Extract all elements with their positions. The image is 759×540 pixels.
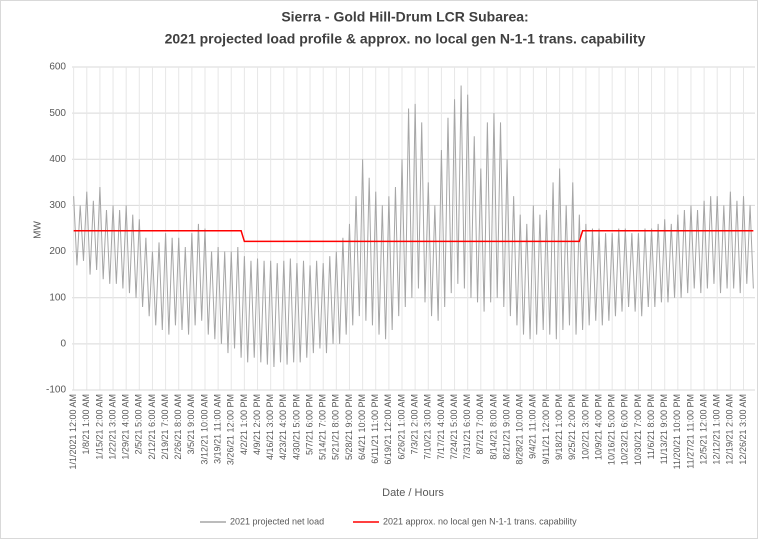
series-line — [73, 230, 754, 243]
x-tick-label: 1/29/21 4:00 AM — [121, 394, 131, 460]
legend-label: 2021 projected net load — [230, 516, 324, 526]
y-tick-label: 500 — [49, 108, 66, 119]
x-tick-label: 2/26/21 8:00 AM — [173, 394, 183, 460]
x-tick-label: 3/12/21 10:00 AM — [199, 394, 209, 465]
y-tick-label: 300 — [49, 200, 66, 211]
x-tick-label: 4/30/21 5:00 PM — [291, 394, 301, 460]
y-axis-label: MW — [33, 221, 44, 239]
x-axis-label: Date / Hours — [382, 487, 444, 499]
x-tick-label: 9/4/21 11:00 AM — [528, 394, 538, 459]
x-tick-label: 12/5/21 12:00 AM — [698, 394, 708, 465]
x-tick-label: 6/11/21 11:00 PM — [370, 394, 380, 464]
x-tick-label: 12/12/21 1:00 AM — [712, 394, 722, 465]
x-tick-label: 2/5/21 5:00 AM — [134, 394, 144, 455]
x-tick-label: 6/4/21 10:00 PM — [357, 394, 367, 460]
chart-title: Sierra - Gold Hill-Drum LCR Subarea: — [281, 9, 528, 25]
x-tick-label: 1/1/2021 12:00 AM — [68, 394, 78, 470]
x-tick-label: 10/16/21 5:00 PM — [607, 394, 617, 465]
x-tick-label: 8/28/21 10:00 AM — [515, 394, 525, 465]
x-tick-label: 8/14/21 8:00 AM — [488, 394, 498, 460]
x-tick-label: 2/19/21 7:00 AM — [160, 394, 170, 460]
x-tick-label: 2/12/21 6:00 AM — [147, 394, 157, 460]
x-tick-label: 5/21/21 8:00 PM — [331, 394, 341, 460]
x-tick-label: 5/7/21 6:00 PM — [304, 394, 314, 455]
x-tick-label: 9/25/21 2:00 PM — [567, 394, 577, 460]
x-tick-label: 8/7/21 7:00 AM — [475, 394, 485, 455]
y-tick-label: 0 — [60, 338, 66, 349]
y-tick-label: 600 — [49, 62, 66, 73]
y-tick-label: 100 — [49, 292, 66, 303]
x-tick-label: 7/3/21 2:00 AM — [410, 394, 420, 455]
x-tick-label: 8/21/21 9:00 AM — [501, 394, 511, 460]
x-tick-label: 7/31/21 6:00 AM — [462, 394, 472, 460]
x-tick-label: 12/19/21 2:00 AM — [725, 394, 735, 465]
x-tick-label: 5/14/21 7:00 PM — [318, 394, 328, 460]
x-tick-label: 9/18/21 1:00 PM — [554, 394, 564, 460]
x-tick-label: 10/23/21 6:00 PM — [620, 394, 630, 465]
chart-subtitle: 2021 projected load profile & approx. no… — [165, 31, 646, 47]
x-tick-label: 4/23/21 4:00 PM — [278, 394, 288, 460]
x-tick-label: 11/13/21 9:00 PM — [659, 394, 669, 464]
x-tick-label: 4/2/21 1:00 PM — [239, 394, 249, 455]
x-tick-label: 1/15/21 2:00 AM — [94, 394, 104, 460]
x-tick-label: 9/11/21 12:00 PM — [541, 394, 551, 464]
x-tick-label: 7/24/21 5:00 AM — [449, 394, 459, 460]
x-tick-label: 10/30/21 7:00 PM — [633, 394, 643, 465]
x-tick-label: 4/9/21 2:00 PM — [252, 394, 262, 455]
x-tick-label: 10/2/21 3:00 PM — [580, 394, 590, 460]
x-tick-label: 1/22/21 3:00 AM — [107, 394, 117, 460]
x-tick-label: 7/10/21 3:00 AM — [423, 394, 433, 460]
x-tick-label: 11/6/21 8:00 PM — [646, 394, 656, 459]
x-tick-label: 12/26/21 3:00 AM — [738, 394, 748, 465]
x-tick-label: 6/19/21 12:00 AM — [383, 394, 393, 465]
legend-label: 2021 approx. no local gen N-1-1 trans. c… — [383, 516, 577, 526]
x-tick-label: 10/9/21 4:00 PM — [593, 394, 603, 460]
x-tick-label: 1/8/21 1:00 AM — [81, 394, 91, 455]
x-tick-label: 11/27/21 11:00 PM — [685, 394, 695, 469]
x-tick-label: 3/26/21 12:00 PM — [226, 394, 236, 465]
x-tick-label: 11/20/21 10:00 PM — [672, 394, 682, 469]
x-tick-label: 3/19/21 11:00 AM — [212, 394, 222, 464]
y-tick-label: 400 — [49, 154, 66, 165]
series-line — [73, 85, 754, 367]
x-tick-label: 3/5/21 9:00 AM — [186, 394, 196, 455]
x-tick-label: 7/17/21 4:00 AM — [436, 394, 446, 460]
y-tick-label: -100 — [46, 385, 66, 396]
x-tick-label: 4/16/21 3:00 PM — [265, 394, 275, 460]
x-tick-label: 5/28/21 9:00 PM — [344, 394, 354, 460]
y-tick-label: 200 — [49, 246, 66, 257]
x-tick-label: 6/26/21 1:00 AM — [396, 394, 406, 460]
